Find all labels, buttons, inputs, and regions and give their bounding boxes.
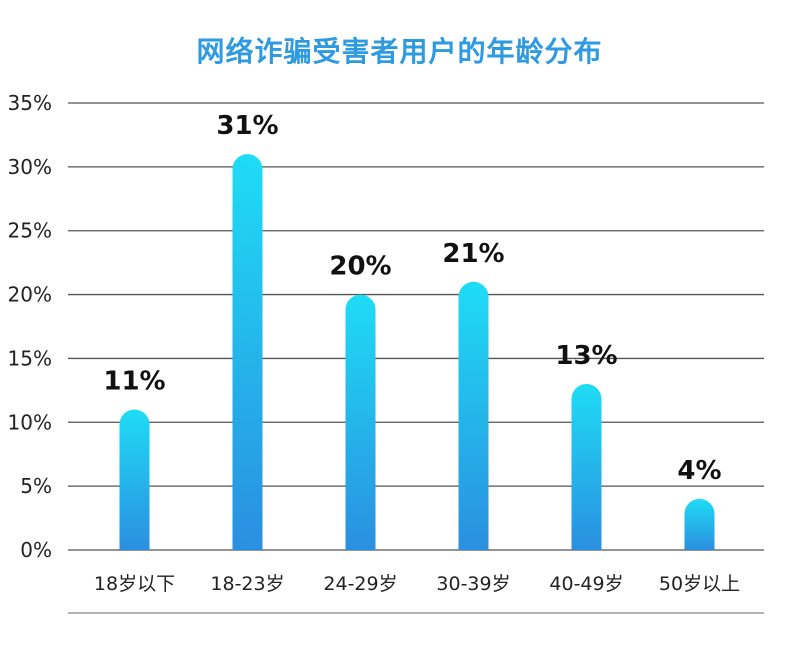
bar-5 <box>571 383 602 550</box>
y-tick-label: 35% <box>8 91 52 115</box>
value-label: 4% <box>677 456 721 486</box>
y-tick-label: 20% <box>8 283 52 307</box>
category-label: 18岁以下 <box>94 573 175 595</box>
category-label: 24-29岁 <box>323 573 397 595</box>
value-label: 13% <box>555 341 617 371</box>
category-label: 40-49岁 <box>549 573 623 595</box>
y-tick-label: 25% <box>8 219 52 243</box>
chart-title: 网络诈骗受害者用户的年龄分布 <box>196 35 603 68</box>
value-label: 31% <box>216 111 278 141</box>
category-label: 18-23岁 <box>210 573 284 595</box>
y-tick-label: 10% <box>8 410 52 434</box>
y-tick-label: 0% <box>20 538 52 562</box>
value-label: 20% <box>329 252 391 282</box>
bar-1 <box>119 409 150 550</box>
bar-2 <box>232 154 263 551</box>
bar-6 <box>684 498 715 550</box>
value-label: 11% <box>103 367 165 397</box>
category-label: 50岁以上 <box>659 573 740 595</box>
bar-3 <box>345 294 376 550</box>
bar-4 <box>458 281 489 550</box>
y-tick-label: 5% <box>20 474 52 498</box>
category-label: 30-39岁 <box>436 573 510 595</box>
y-tick-label: 15% <box>8 346 52 370</box>
value-label: 21% <box>442 239 504 269</box>
y-tick-label: 30% <box>8 155 52 179</box>
